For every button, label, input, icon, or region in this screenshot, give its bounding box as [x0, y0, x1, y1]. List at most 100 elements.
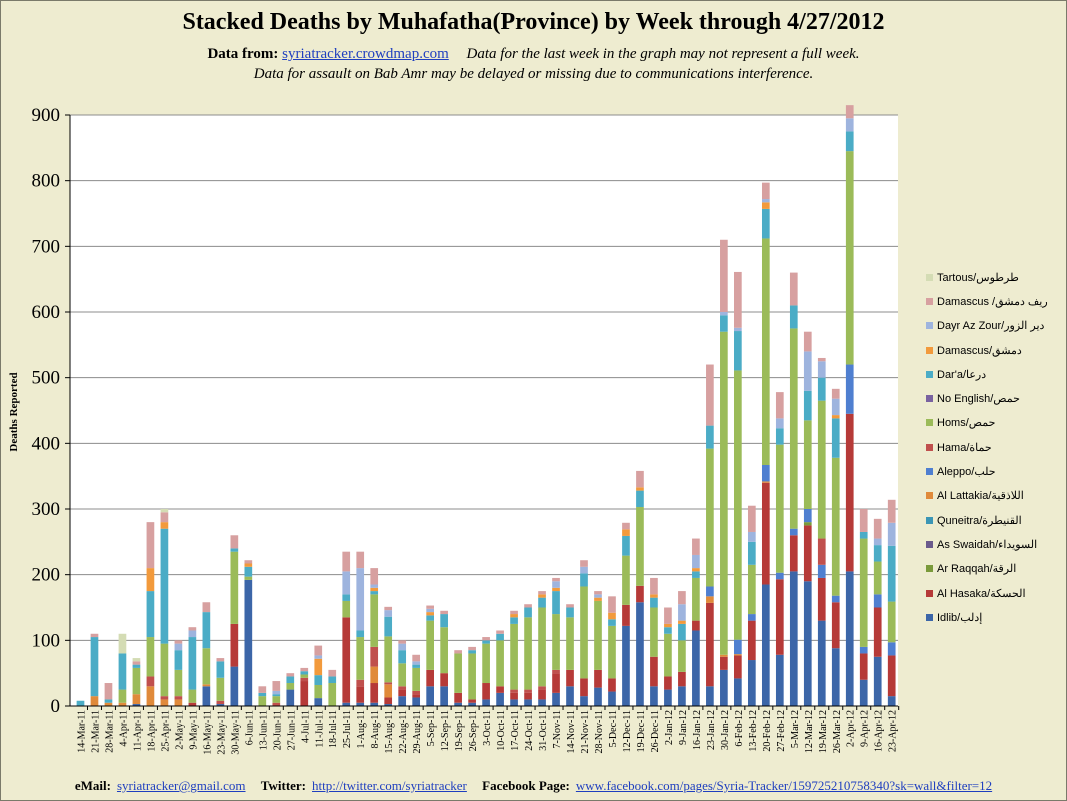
bar-segment	[650, 656, 658, 687]
bar-segment	[734, 271, 742, 328]
x-tick-label: 14-Nov-11	[566, 710, 577, 754]
legend-label: Dar'a/درعا	[937, 368, 987, 381]
bar-segment	[384, 606, 393, 611]
bar-segment	[342, 600, 351, 618]
bar-segment	[244, 566, 253, 577]
bar-segment	[720, 312, 728, 316]
bar-segment	[146, 686, 155, 706]
bar-segment	[272, 690, 281, 695]
bar-segment	[566, 686, 574, 706]
bar-segment	[720, 656, 728, 670]
bar-segment	[552, 587, 560, 592]
bar-segment	[188, 630, 197, 638]
data-from-label: Data from:	[207, 46, 279, 62]
bar-segment	[132, 658, 141, 662]
legend-item: Quneitra/القنيطرة	[926, 508, 1061, 532]
legend-item: Dar'a/درعا	[926, 362, 1061, 386]
legend-swatch	[926, 492, 933, 500]
bar-segment	[300, 674, 309, 678]
x-tick-label: 9-Jan-12	[678, 710, 689, 745]
bar-segment	[566, 617, 574, 670]
bar-segment	[146, 676, 155, 687]
bar-segment	[887, 642, 896, 656]
bar-segment	[272, 694, 281, 697]
legend-swatch	[926, 613, 933, 621]
bar-segment	[314, 645, 323, 656]
legend-swatch	[926, 395, 933, 403]
bar-segment	[761, 182, 770, 200]
bar-segment	[636, 470, 644, 488]
x-tick-label: 8-Aug-11	[370, 710, 381, 749]
chart-title: Stacked Deaths by Muhafatha(Province) by…	[182, 9, 885, 35]
bar-segment	[132, 704, 141, 706]
bar-segment	[482, 643, 490, 684]
bar-segment	[873, 607, 882, 657]
bar-segment	[160, 643, 169, 697]
x-tick-label: 14-Mar-11	[76, 710, 87, 753]
bar-segment	[734, 639, 742, 655]
bar-segment	[258, 686, 267, 693]
x-tick-label: 16-Apr-12	[874, 710, 885, 752]
bar-segment	[845, 364, 854, 414]
bar-segment	[426, 669, 434, 687]
x-tick-label: 16-Jan-12	[692, 710, 703, 750]
bar-segment	[244, 563, 253, 567]
bar-segment	[384, 610, 393, 617]
bar-segment	[552, 692, 560, 706]
bar-segment	[496, 630, 504, 634]
bar-segment	[789, 535, 798, 572]
bar-segment	[720, 654, 728, 657]
bar-segment	[440, 686, 448, 706]
x-tick-label: 18-Apr-11	[146, 710, 157, 752]
bar-segment	[328, 683, 337, 706]
bar-segment	[775, 418, 784, 429]
legend-swatch	[926, 540, 933, 548]
email-label: eMail:	[74, 778, 111, 793]
legend-swatch	[926, 322, 933, 330]
bar-segment	[412, 667, 421, 691]
bar-segment	[230, 551, 239, 624]
bar-segment	[468, 702, 476, 706]
bar-segment	[104, 683, 113, 700]
bar-segment	[552, 591, 560, 615]
x-tick-label: 4-Apr-11	[118, 710, 129, 747]
bar-segment	[90, 633, 99, 638]
bar-segment	[384, 636, 393, 683]
bar-segment	[104, 702, 113, 706]
facebook-link[interactable]: www.facebook.com/pages/Syria-Tracker/159…	[575, 778, 993, 793]
x-tick-label: 25-Apr-11	[160, 710, 171, 752]
x-tick-label: 28-Mar-11	[104, 710, 115, 753]
bar-segment	[887, 696, 896, 706]
x-tick-label: 9-May-11	[188, 710, 199, 750]
bar-segment	[342, 617, 351, 703]
bar-segment	[747, 505, 756, 532]
x-tick-label: 27-Feb-12	[776, 710, 787, 752]
bar-segment	[761, 482, 770, 585]
legend-label: No English/حمص	[937, 393, 1020, 406]
x-tick-label: 11-Jul-11	[314, 710, 325, 748]
data-source-link[interactable]: syriatracker.crowdmap.com	[282, 46, 449, 62]
bar-segment	[678, 620, 686, 624]
bar-segment	[761, 238, 770, 466]
bar-segment	[831, 388, 840, 399]
bar-segment	[747, 531, 756, 542]
bar-segment	[454, 650, 462, 654]
bar-segment	[650, 577, 658, 595]
legend-swatch	[926, 516, 933, 524]
bar-segment	[761, 584, 770, 706]
bar-segment	[216, 658, 225, 662]
bar-segment	[398, 663, 407, 687]
bar-segment	[761, 199, 770, 203]
email-link[interactable]: syriatracker@gmail.com	[116, 778, 246, 793]
bar-segment	[734, 370, 742, 640]
legend-item: Aleppo/حلب	[926, 459, 1061, 483]
legend-item: Al Lattakia/اللاذقية	[926, 484, 1061, 508]
bar-segment	[706, 686, 714, 706]
bar-segment	[454, 653, 462, 693]
bar-segment	[678, 591, 686, 605]
bar-segment	[538, 594, 546, 598]
bar-segment	[174, 696, 183, 700]
twitter-link[interactable]: http://twitter.com/syriatracker	[312, 778, 467, 793]
bar-segment	[622, 555, 630, 605]
